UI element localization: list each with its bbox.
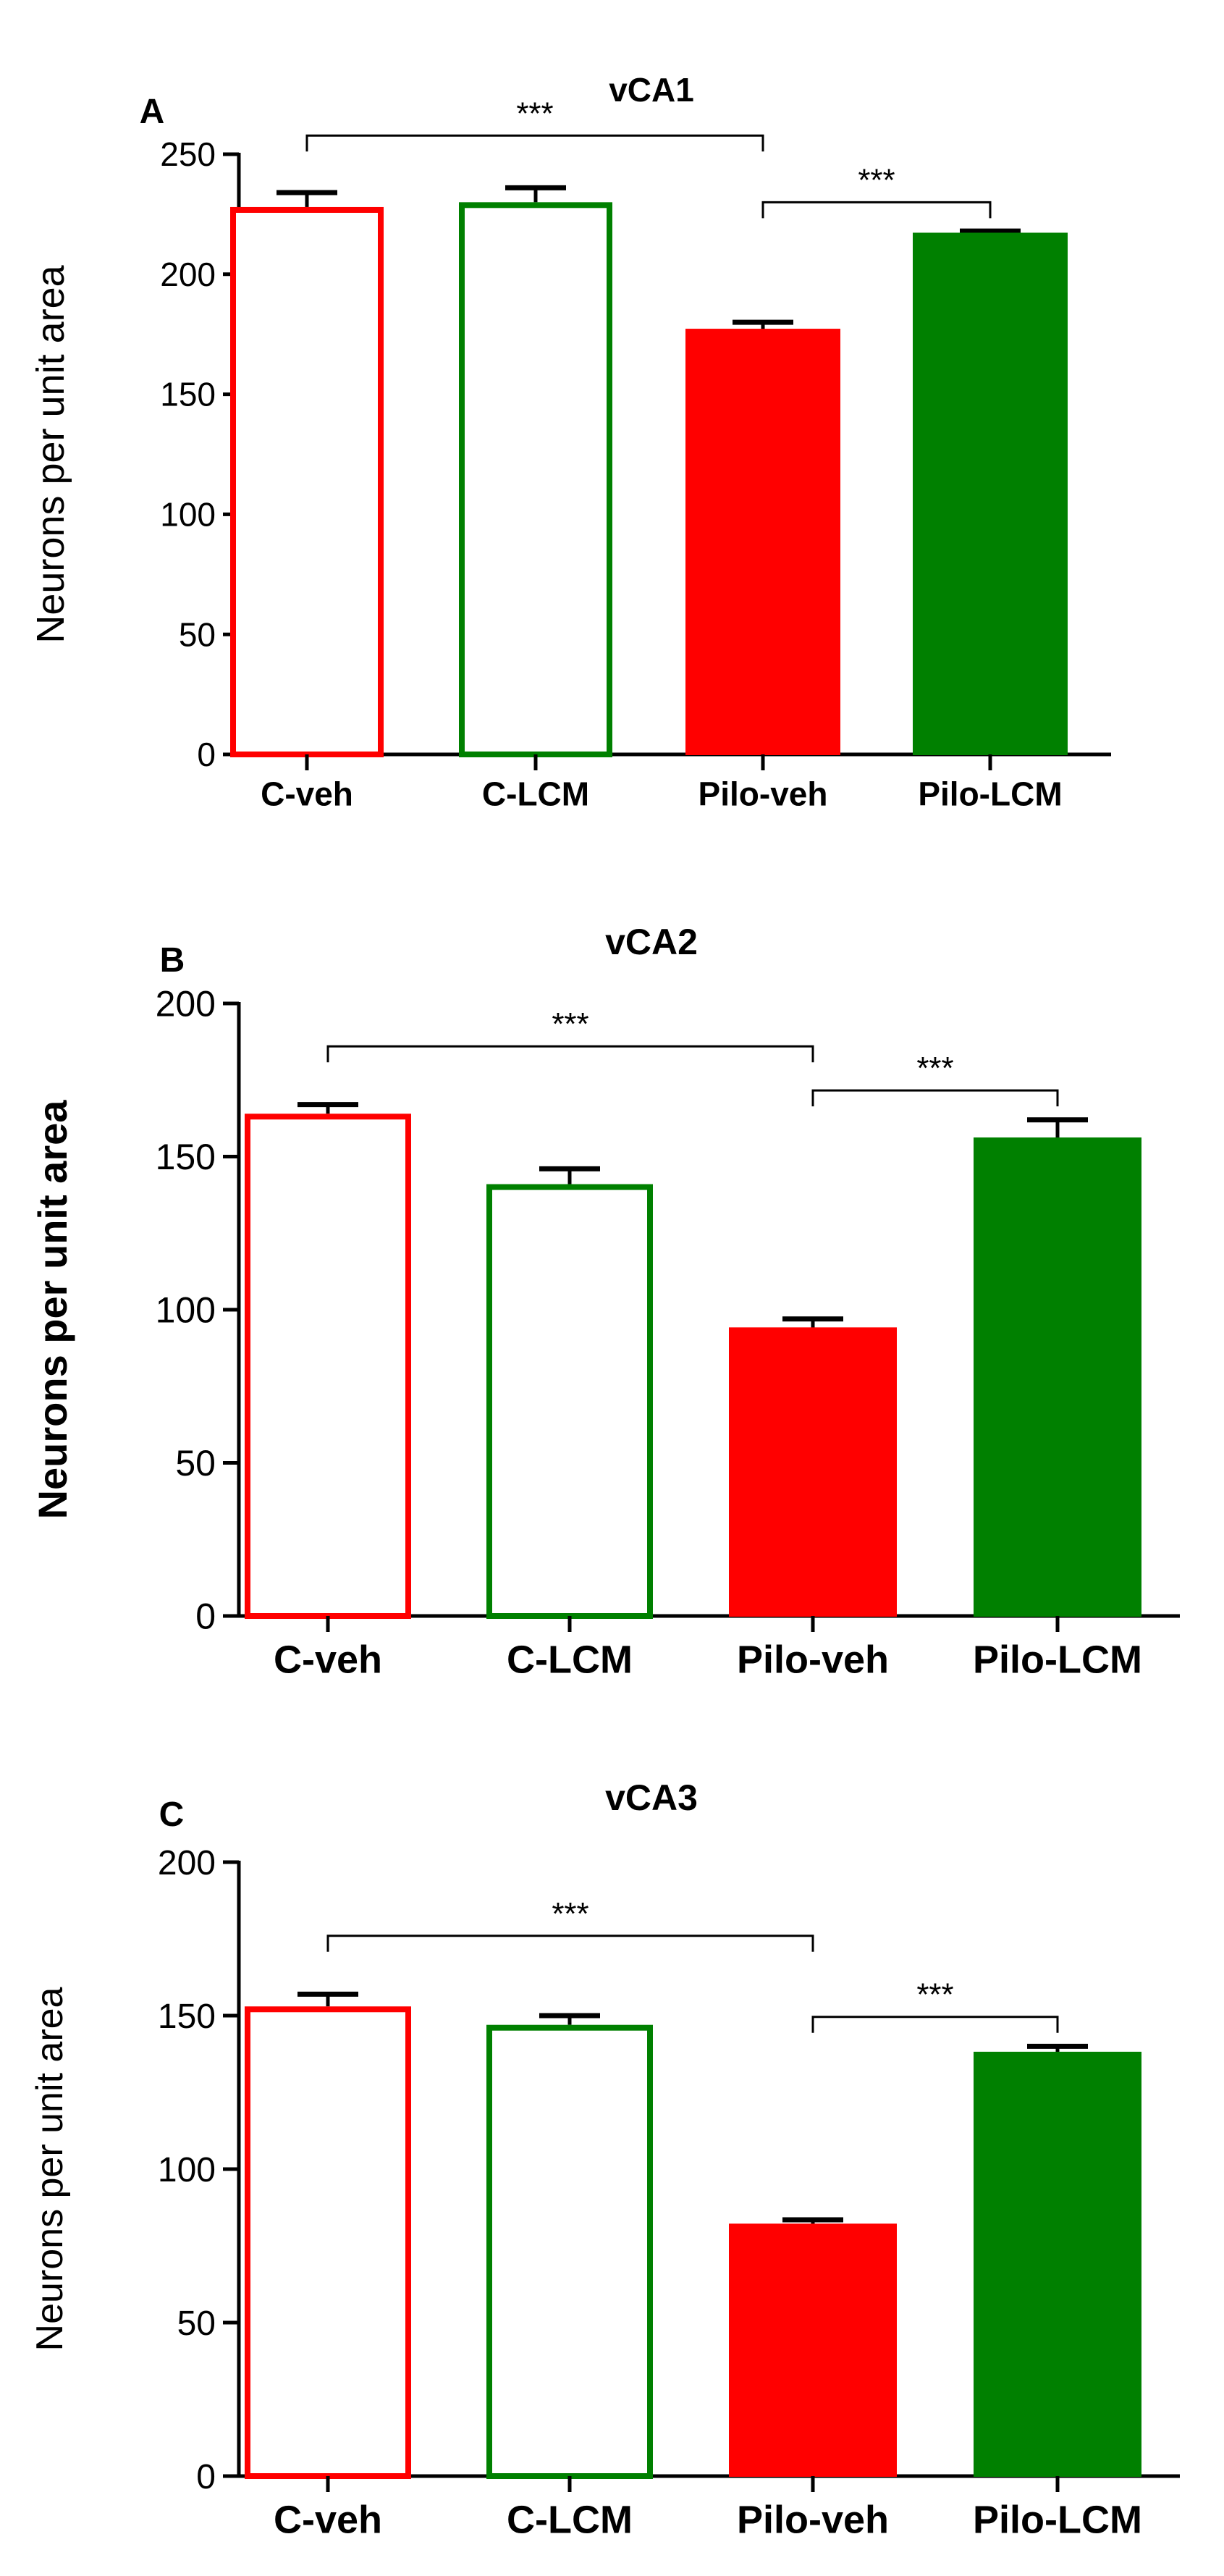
x-category-label: C-veh: [261, 775, 353, 812]
y-tick-label: 0: [195, 1596, 216, 1637]
y-tick-label: 150: [158, 1998, 216, 2036]
y-tick-label: 200: [158, 1844, 216, 1882]
panel-letter: C: [159, 1796, 185, 1834]
significance-bracket: [811, 2016, 1059, 2033]
y-axis-label: Neurons per unit area: [30, 1100, 75, 1520]
x-category-label: Pilo-LCM: [973, 1638, 1142, 1682]
x-category-label: C-LCM: [482, 775, 589, 812]
y-axis-label: Neurons per unit area: [29, 1987, 71, 2351]
y-tick-label: 0: [196, 2458, 216, 2496]
significance-bracket: [326, 1045, 814, 1063]
x-category-label: Pilo-LCM: [918, 775, 1062, 812]
bar-pilo-lcm: [974, 2051, 1141, 2477]
significance-bracket: [811, 1089, 1059, 1107]
panel-letter: A: [140, 93, 165, 131]
y-tick-label: 150: [160, 376, 216, 413]
significance-label: ***: [552, 1896, 588, 1932]
bar-c-veh: [245, 1114, 411, 1619]
y-tick-label: 50: [175, 1443, 216, 1483]
significance-label: ***: [916, 1051, 953, 1086]
chart-title: vCA2: [605, 922, 698, 962]
bar-c-lcm: [486, 2024, 653, 2479]
x-category-label: Pilo-veh: [737, 2499, 889, 2542]
x-category-label: Pilo-veh: [737, 1638, 889, 1682]
x-category-label: Pilo-veh: [698, 775, 828, 812]
x-category-label: C-veh: [274, 2499, 382, 2542]
significance-label: ***: [516, 96, 553, 131]
bar-pilo-veh: [685, 329, 840, 755]
x-category-label: C-veh: [274, 1638, 382, 1682]
significance-label: ***: [552, 1006, 588, 1042]
bar-c-lcm: [486, 1184, 653, 1619]
y-tick-label: 100: [156, 1290, 216, 1331]
bar-c-lcm: [459, 202, 612, 757]
y-tick-label: 250: [160, 135, 216, 173]
significance-bracket: [761, 201, 992, 219]
bar-pilo-lcm: [913, 232, 1068, 756]
y-tick-label: 100: [160, 496, 216, 534]
x-category-label: Pilo-LCM: [973, 2499, 1142, 2542]
significance-label: ***: [858, 162, 895, 198]
x-category-label: C-LCM: [507, 1638, 633, 1682]
significance-bracket: [326, 1935, 814, 1952]
x-category-label: C-LCM: [507, 2499, 633, 2542]
y-axis-label: Neurons per unit area: [29, 264, 72, 643]
y-tick-label: 200: [156, 984, 216, 1024]
chart-title: vCA3: [605, 1777, 698, 1818]
panel-letter: B: [160, 941, 185, 980]
y-tick-label: 150: [156, 1137, 216, 1177]
bar-pilo-veh: [729, 1327, 897, 1617]
y-tick-label: 0: [197, 736, 216, 773]
bar-c-veh: [245, 2006, 411, 2479]
significance-label: ***: [916, 1977, 953, 2013]
bar-pilo-veh: [729, 2223, 897, 2478]
significance-bracket: [305, 134, 764, 152]
bar-c-veh: [230, 206, 384, 757]
y-tick-label: 100: [158, 2151, 216, 2189]
y-tick-label: 50: [179, 615, 216, 653]
y-tick-label: 50: [177, 2304, 216, 2343]
chart-title: vCA1: [609, 71, 694, 109]
bar-pilo-lcm: [974, 1137, 1141, 1617]
y-tick-label: 200: [160, 256, 216, 293]
